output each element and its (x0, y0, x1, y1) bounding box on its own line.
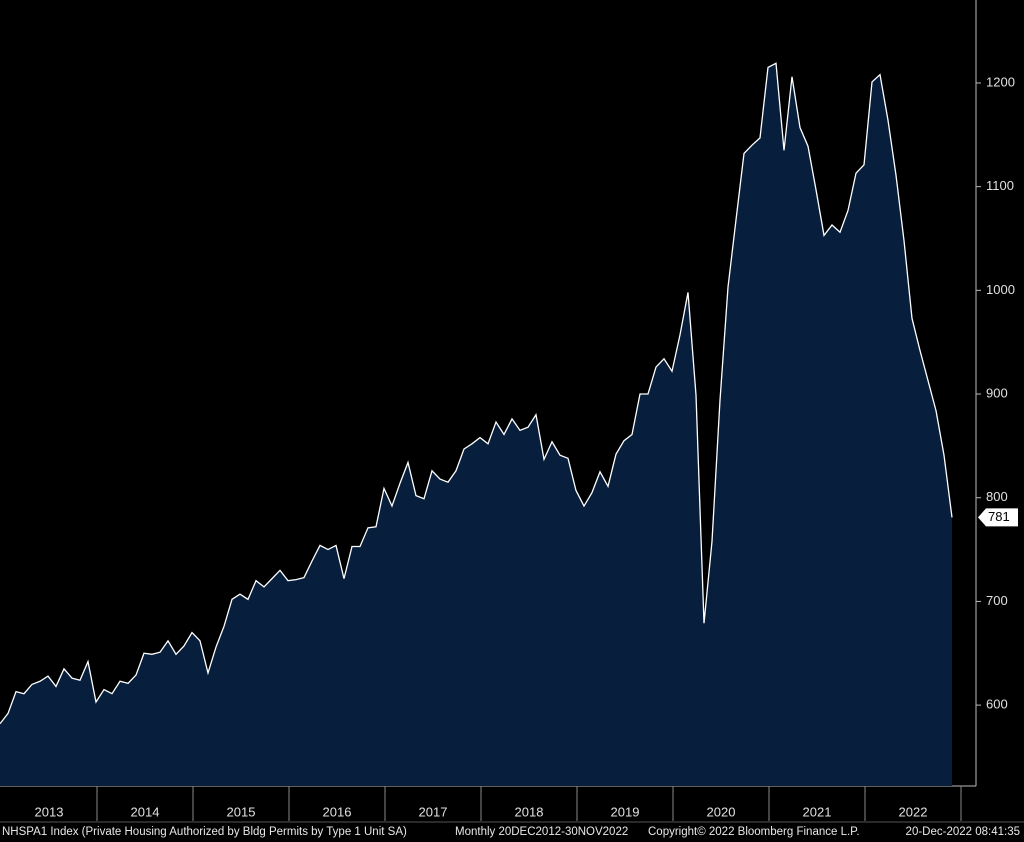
footer-copyright: Copyright© 2022 Bloomberg Finance L.P. (648, 826, 860, 838)
y-tick-label: 1200 (986, 74, 1015, 89)
last-value-tag (978, 508, 1018, 527)
y-tick-label: 1000 (986, 282, 1015, 297)
x-tick-label: 2019 (611, 804, 640, 819)
last-value-label: 781 (988, 509, 1010, 524)
x-tick-label: 2020 (707, 804, 736, 819)
y-tick-label: 900 (986, 385, 1008, 400)
x-tick-label: 2022 (899, 804, 928, 819)
x-tick-label: 2013 (35, 804, 64, 819)
footer-ticker: NHSPA1 Index (Private Housing Authorized… (2, 826, 407, 838)
area (0, 63, 952, 787)
x-tick-label: 2018 (515, 804, 544, 819)
x-tick-label: 2014 (131, 804, 160, 819)
x-tick-label: 2015 (227, 804, 256, 819)
footer-timestamp: 20-Dec-2022 08:41:35 (906, 826, 1020, 838)
x-tick-label: 2021 (803, 804, 832, 819)
line (0, 62, 953, 725)
y-tick-label: 600 (986, 697, 1008, 712)
y-tick-label: 1100 (986, 178, 1014, 193)
y-tick-label: 800 (986, 489, 1008, 504)
x-tick-label: 2017 (419, 804, 448, 819)
footer-range: Monthly 20DEC2012-30NOV2022 (455, 826, 628, 838)
x-tick-label: 2016 (323, 804, 352, 819)
y-tick-label: 700 (986, 593, 1008, 608)
